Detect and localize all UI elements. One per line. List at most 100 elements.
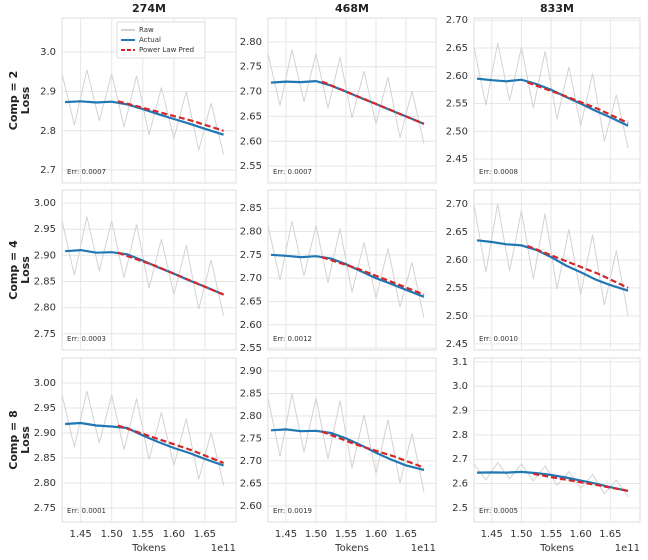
column-title: 833M	[540, 2, 574, 15]
y-tick-label: 2.60	[446, 255, 468, 266]
legend-label: Power Law Pred	[139, 46, 194, 54]
y-tick-label: 2.45	[446, 154, 468, 165]
y-tick-label: 2.75	[34, 503, 56, 514]
y-tick-label: 2.9	[452, 406, 468, 417]
y-tick-label: 2.55	[240, 343, 262, 354]
y-tick-label: 2.70	[446, 15, 468, 26]
y-axis-label: Loss	[19, 86, 32, 114]
plot-area	[473, 357, 641, 523]
y-axis-label: Comp = 8	[7, 410, 20, 470]
x-tick-label: 1.45	[70, 529, 92, 540]
y-tick-label: 2.60	[446, 71, 468, 82]
x-tick-label: 1.55	[335, 529, 357, 540]
y-axis-label: Loss	[19, 256, 32, 284]
y-tick-label: 2.70	[446, 199, 468, 210]
actual-line	[270, 79, 425, 125]
y-tick-label: 2.50	[446, 126, 468, 137]
y-tick-label: 3.0	[452, 381, 468, 392]
raw-line	[61, 69, 225, 155]
actual-line	[65, 421, 224, 467]
prediction-line	[117, 424, 225, 465]
y-tick-label: 2.6	[452, 479, 468, 490]
y-axis-label: Comp = 4	[7, 240, 20, 300]
column-title: 468M	[335, 2, 369, 15]
y-tick-label: 2.60	[240, 501, 262, 512]
y-axis-label: Comp = 2	[7, 71, 20, 131]
y-tick-label: 2.60	[240, 320, 262, 331]
x-tick-label: 1.55	[132, 529, 154, 540]
actual-line	[476, 239, 629, 292]
legend-box	[116, 21, 206, 59]
x-tick-label: 1.50	[510, 529, 532, 540]
error-annotation: Err: 0.0005	[479, 507, 518, 515]
x-axis-label: Tokens	[539, 543, 574, 554]
y-tick-label: 3.1	[452, 357, 468, 368]
y-tick-label: 2.90	[240, 366, 262, 377]
prediction-line	[533, 472, 629, 492]
x-tick-label: 1.60	[163, 529, 185, 540]
y-tick-label: 2.95	[34, 224, 56, 235]
y-tick-label: 2.55	[446, 283, 468, 294]
y-tick-label: 2.55	[240, 161, 262, 172]
actual-line	[270, 428, 425, 471]
y-tick-label: 2.75	[240, 62, 262, 73]
x-tick-label: 1.50	[305, 529, 327, 540]
x-tick-label: 1.60	[570, 529, 592, 540]
raw-line	[267, 393, 425, 493]
y-tick-label: 2.8	[40, 126, 56, 137]
y-tick-label: 2.70	[240, 456, 262, 467]
raw-line	[473, 203, 629, 316]
legend-label: Raw	[139, 26, 154, 34]
y-tick-label: 2.70	[240, 273, 262, 284]
plot-area	[61, 189, 237, 351]
y-tick-label: 2.85	[34, 453, 56, 464]
offset-label: 1e11	[615, 543, 640, 554]
y-tick-label: 2.85	[240, 388, 262, 399]
y-tick-label: 2.85	[240, 203, 262, 214]
y-tick-label: 2.75	[240, 250, 262, 261]
y-tick-label: 2.75	[240, 433, 262, 444]
y-tick-label: 2.75	[34, 329, 56, 340]
error-annotation: Err: 0.0001	[67, 507, 106, 515]
y-tick-label: 2.7	[452, 454, 468, 465]
y-axis-label: Loss	[19, 426, 32, 454]
raw-line	[61, 216, 225, 316]
x-tick-label: 1.45	[481, 529, 503, 540]
plot-area	[473, 17, 641, 184]
y-tick-label: 2.80	[240, 37, 262, 48]
error-annotation: Err: 0.0007	[273, 168, 312, 176]
y-tick-label: 2.65	[240, 478, 262, 489]
prediction-line	[117, 100, 224, 132]
y-tick-label: 2.70	[240, 87, 262, 98]
y-tick-label: 2.65	[446, 43, 468, 54]
prediction-line	[527, 81, 629, 124]
x-tick-label: 1.50	[101, 529, 123, 540]
y-tick-label: 2.95	[34, 403, 56, 414]
actual-line	[65, 100, 224, 136]
y-tick-label: 2.90	[34, 250, 56, 261]
prediction-line	[321, 80, 425, 125]
column-title: 274M	[132, 2, 166, 15]
x-tick-label: 1.65	[194, 529, 216, 540]
x-tick-label: 1.55	[540, 529, 562, 540]
legend-label: Actual	[139, 36, 161, 44]
plot-area	[267, 189, 437, 351]
prediction-line	[321, 430, 425, 469]
raw-line	[61, 390, 225, 486]
y-tick-label: 3.0	[40, 47, 56, 58]
error-annotation: Err: 0.0003	[67, 335, 106, 343]
error-annotation: Err: 0.0007	[67, 168, 106, 176]
y-tick-label: 2.80	[240, 227, 262, 238]
y-tick-label: 2.45	[446, 339, 468, 350]
y-tick-label: 2.55	[446, 99, 468, 110]
y-tick-label: 2.7	[40, 165, 56, 176]
x-tick-label: 1.60	[365, 529, 387, 540]
prediction-line	[526, 244, 629, 289]
legend: Raw Actual Power Law Pred	[116, 21, 206, 59]
y-tick-label: 2.65	[240, 111, 262, 122]
y-tick-label: 2.85	[34, 277, 56, 288]
plot-area	[61, 357, 237, 523]
y-tick-label: 2.50	[446, 311, 468, 322]
prediction-line	[117, 251, 225, 296]
